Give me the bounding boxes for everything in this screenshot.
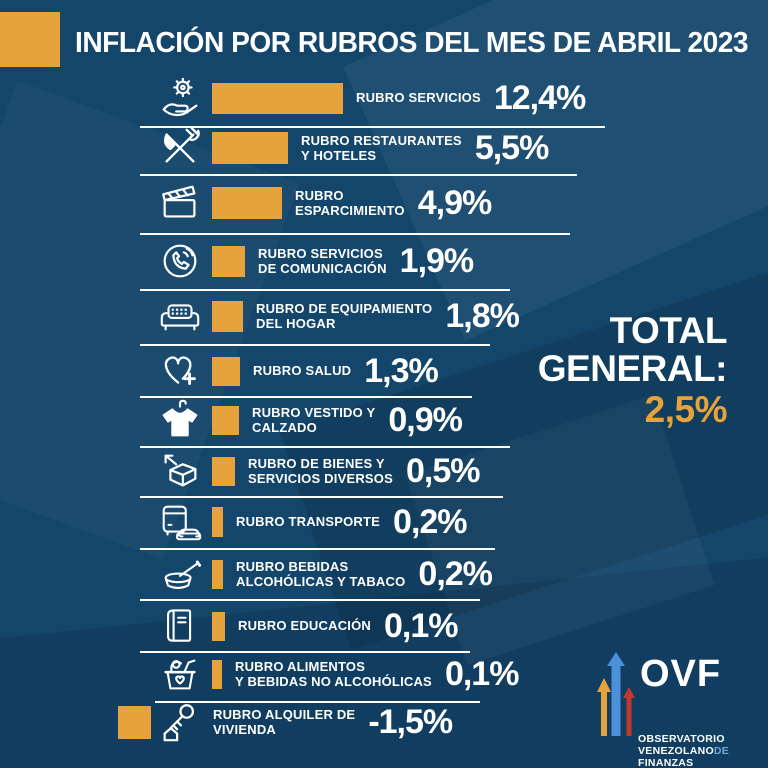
logo-line-1: OBSERVATORIO [638, 733, 725, 745]
row-divider [140, 496, 503, 498]
row-divider [140, 651, 470, 653]
row-label: RUBRO BEBIDAS ALCOHÓLICAS Y TABACO [236, 558, 406, 589]
row-value: -1,5% [368, 702, 453, 741]
value-bar [212, 659, 222, 689]
row-divider [140, 446, 510, 448]
chart-row: RUBRO RESTAURANTES Y HOTELES 5,5% [118, 119, 549, 177]
logo-de-text: DE [713, 744, 730, 757]
row-divider [140, 289, 510, 291]
row-value: 12,4% [493, 78, 586, 117]
value-bar [212, 507, 223, 537]
food-basket-icon [155, 649, 205, 699]
clothing-tshirt-icon [155, 395, 205, 445]
chart-row: RUBRO EDUCACIÓN 0,1% [118, 597, 458, 655]
value-bar [212, 82, 343, 114]
row-value: 1,3% [364, 351, 438, 390]
row-label: RUBRO ALIMENTOS Y BEBIDAS NO ALCOHÓLICAS [235, 658, 432, 689]
ovf-logo-text: OBSERVATORIO VENEZOLANODE FINANZAS [638, 733, 756, 768]
negative-value-bar [118, 705, 151, 739]
logo-line-3: FINANZAS [638, 756, 694, 768]
value-bar [212, 245, 245, 277]
chart-row: RUBRO BEBIDAS ALCOHÓLICAS Y TABACO 0,2% [118, 545, 493, 603]
row-divider [140, 174, 577, 176]
row-value: 0,2% [393, 502, 467, 541]
chart-row: RUBRO ESPARCIMIENTO 4,9% [118, 174, 492, 232]
value-bar [212, 356, 240, 386]
education-book-icon [155, 601, 205, 651]
value-bar [212, 132, 288, 164]
communication-phone-icon [155, 236, 205, 286]
chart-row: RUBRO SERVICIOS DE COMUNICACIÓN 1,9% [118, 232, 474, 290]
chart-row: RUBRO ALIMENTOS Y BEBIDAS NO ALCOHÓLICAS … [118, 645, 519, 703]
health-heart-icon [155, 346, 205, 396]
row-label: RUBRO DE EQUIPAMIENTO DEL HOGAR [256, 300, 433, 331]
row-label: RUBRO EDUCACIÓN [238, 618, 371, 634]
chart-row: RUBRO DE BIENES Y SERVICIOS DIVERSOS 0,5% [118, 442, 480, 500]
row-label: RUBRO SERVICIOS [356, 90, 481, 106]
row-value: 1,8% [445, 296, 519, 335]
value-bar [212, 300, 243, 332]
row-divider [140, 233, 570, 235]
value-bar [212, 611, 225, 641]
row-label: RUBRO TRANSPORTE [236, 514, 381, 530]
row-divider [140, 344, 490, 346]
total-label-line2: GENERAL: [537, 348, 728, 390]
services-gear-hand-icon [155, 73, 205, 123]
row-divider [155, 701, 480, 703]
row-label: RUBRO SERVICIOS DE COMUNICACIÓN [258, 245, 387, 276]
total-label-line1: TOTAL [609, 310, 728, 351]
row-value: 1,9% [399, 241, 474, 280]
row-divider [140, 548, 495, 550]
value-bar [212, 405, 239, 435]
ovf-arrows-icon [596, 650, 636, 738]
page-title: INFLACIÓN POR RUBROS DEL MES DE ABRIL 20… [75, 27, 749, 59]
transport-bus-car-icon [155, 497, 205, 547]
chart-row: RUBRO DE EQUIPAMIENTO DEL HOGAR 1,8% [118, 287, 520, 345]
total-general-block: TOTAL GENERAL: 2,5% [537, 310, 728, 430]
home-equipment-sofa-icon [155, 291, 205, 341]
chart-row: RUBRO TRANSPORTE 0,2% [118, 493, 468, 551]
value-bar [212, 187, 282, 219]
ovf-logo: OVF OBSERVATORIO VENEZOLANODE FINANZAS [596, 650, 756, 768]
alcohol-tobacco-ashtray-icon [155, 549, 205, 599]
row-label: RUBRO ALQUILER DE VIVIENDA [213, 706, 356, 737]
logo-line-2: VENEZOLANODE [638, 744, 730, 757]
value-bar [212, 559, 223, 589]
row-value: 4,9% [417, 183, 492, 222]
total-general-value: 2,5% [644, 388, 728, 430]
accent-corner-square [0, 12, 60, 67]
row-label: RUBRO ESPARCIMIENTO [295, 187, 405, 218]
restaurants-cutlery-icon [155, 123, 205, 173]
chart-row: RUBRO SALUD 1,3% [118, 342, 439, 400]
row-value: 0,2% [418, 554, 492, 593]
chart-row: RUBRO ALQUILER DE VIVIENDA -1,5% [118, 693, 453, 751]
ovf-acronym: OVF [640, 653, 722, 695]
row-divider [140, 396, 472, 398]
row-label: RUBRO DE BIENES Y SERVICIOS DIVERSOS [248, 455, 393, 486]
housing-rent-key-icon [155, 697, 205, 747]
goods-box-icon [155, 446, 205, 496]
chart-row: RUBRO SERVICIOS 12,4% [118, 69, 586, 127]
row-value: 0,9% [388, 400, 462, 439]
row-value: 0,1% [384, 606, 458, 645]
row-divider [140, 599, 480, 601]
row-value: 5,5% [474, 128, 549, 167]
row-divider [140, 126, 605, 128]
row-value: 0,1% [444, 654, 519, 693]
row-label: RUBRO VESTIDO Y CALZADO [252, 404, 376, 435]
entertainment-clapperboard-icon [155, 178, 205, 228]
value-bar [212, 456, 235, 486]
row-label: RUBRO RESTAURANTES Y HOTELES [301, 132, 462, 163]
row-label: RUBRO SALUD [253, 363, 352, 379]
chart-row: RUBRO VESTIDO Y CALZADO 0,9% [118, 391, 463, 449]
row-value: 0,5% [405, 451, 480, 490]
